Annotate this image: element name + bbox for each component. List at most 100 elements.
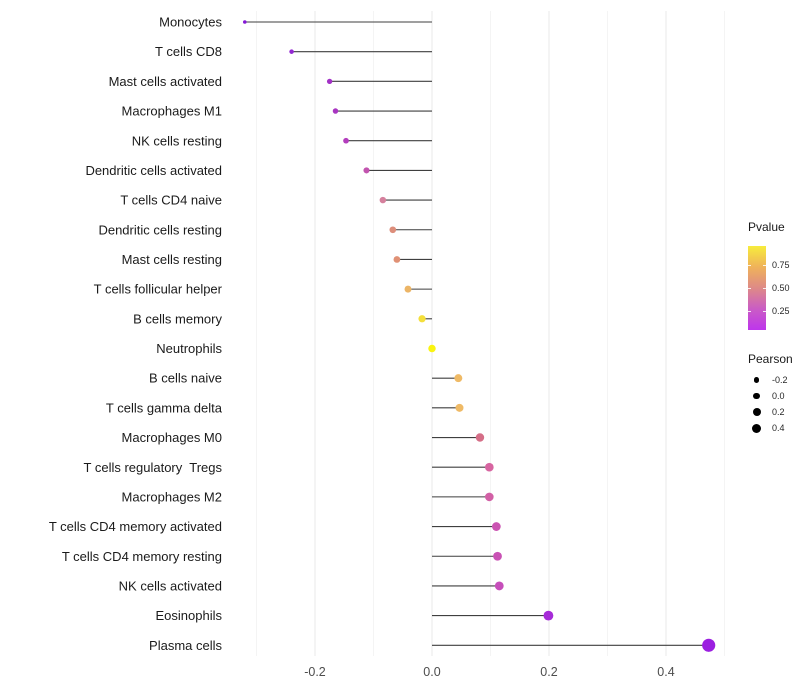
colorbar-tick-mark: [748, 311, 751, 312]
pvalue-tick-label: 0.25: [772, 306, 790, 316]
legend-dot-cell: [748, 372, 765, 388]
data-point: [428, 344, 436, 353]
data-point: [363, 167, 370, 174]
pearson-legend-entry: -0.2: [748, 372, 793, 388]
data-point: [393, 256, 401, 263]
colorbar-tick-mark: [748, 265, 751, 266]
category-label: T cells CD4 memory resting: [62, 549, 222, 564]
data-point: [543, 610, 554, 621]
colorbar-tick-mark: [763, 265, 766, 266]
legend-size-dot: [753, 377, 760, 383]
data-point: [379, 196, 387, 204]
chart-row: Neutrophils: [156, 341, 436, 356]
chart-row: Plasma cells: [149, 638, 716, 653]
pearson-legend-entry: 0.2: [748, 404, 793, 420]
category-label: Monocytes: [159, 15, 222, 30]
legend-size-dot: [752, 408, 761, 416]
category-label: Dendritic cells activated: [85, 163, 222, 178]
data-point: [491, 522, 501, 531]
data-point: [326, 78, 333, 85]
chart-row: Macrophages M0: [122, 430, 485, 445]
pvalue-tick-label: 0.75: [772, 260, 790, 270]
data-point: [485, 492, 494, 502]
category-label: T cells CD8: [155, 44, 222, 59]
pearson-legend-entry: 0.4: [748, 420, 793, 436]
category-label: T cells CD4 memory activated: [49, 519, 222, 534]
category-label: Mast cells resting: [122, 252, 222, 267]
legend-dot-cell: [748, 404, 765, 420]
pvalue-color-legend: Pvalue 0.75 0.50 0.25: [748, 220, 790, 330]
legend-size-dot: [752, 423, 761, 433]
data-point: [243, 20, 247, 24]
category-label: Macrophages M2: [122, 489, 222, 504]
pvalue-tick-label: 0.50: [772, 283, 790, 293]
pearson-legend-title: Pearson: [748, 352, 793, 366]
pearson-legend-entry: 0.0: [748, 388, 793, 404]
category-label: Dendritic cells resting: [98, 222, 222, 237]
chart-row: T cells regulatory Tregs: [84, 460, 494, 475]
chart-row: T cells CD8: [155, 44, 432, 59]
x-tick-label: 0.2: [540, 665, 557, 679]
legend-size-label: -0.2: [772, 375, 788, 385]
legend-size-dot: [753, 392, 760, 400]
category-label: NK cells activated: [119, 578, 222, 593]
chart-row: B cells naive: [149, 371, 463, 386]
data-point: [455, 403, 464, 412]
category-label: T cells regulatory Tregs: [84, 460, 223, 475]
legend-size-label: 0.2: [772, 407, 785, 417]
chart-row: NK cells activated: [119, 578, 504, 593]
data-point: [289, 49, 294, 54]
x-tick-label: 0.4: [657, 665, 674, 679]
chart-row: T cells follicular helper: [94, 282, 432, 297]
data-point: [332, 108, 339, 114]
pearson-legend-entries: -0.2 0.0 0.2 0.4: [748, 372, 793, 436]
chart-row: NK cells resting: [132, 133, 432, 148]
x-tick-label: -0.2: [304, 665, 326, 679]
data-point: [418, 315, 426, 323]
category-label: T cells follicular helper: [94, 282, 223, 297]
category-label: T cells gamma delta: [106, 400, 223, 415]
data-point: [485, 462, 494, 472]
category-label: B cells memory: [133, 311, 222, 326]
pvalue-legend-title: Pvalue: [748, 220, 785, 234]
data-point: [475, 433, 485, 442]
chart-row: Mast cells resting: [122, 252, 432, 267]
data-point: [343, 137, 349, 144]
category-label: Neutrophils: [156, 341, 222, 356]
data-point: [494, 581, 504, 591]
legend-size-label: 0.4: [772, 423, 785, 433]
colorbar-tick-mark: [763, 311, 766, 312]
data-point: [404, 285, 412, 293]
category-label: NK cells resting: [132, 133, 222, 148]
chart-row: Mast cells activated: [109, 74, 432, 89]
data-point: [389, 226, 397, 234]
pearson-size-legend: Pearson -0.2 0.0 0.2 0.4: [748, 352, 793, 436]
legend-dot-cell: [748, 388, 765, 404]
data-point: [702, 638, 716, 652]
data-point: [493, 551, 502, 561]
chart-row: Macrophages M1: [122, 104, 432, 119]
chart-row: Eosinophils: [156, 608, 554, 623]
chart-row: T cells CD4 memory resting: [62, 549, 502, 564]
category-label: Macrophages M1: [122, 104, 222, 119]
category-label: B cells naive: [149, 371, 222, 386]
colorbar-tick-mark: [748, 288, 751, 289]
chart-row: Dendritic cells activated: [85, 163, 432, 178]
chart-row: T cells CD4 naive: [120, 193, 432, 208]
chart-row: T cells gamma delta: [106, 400, 464, 415]
pvalue-gradient: [748, 246, 766, 330]
chart-row: T cells CD4 memory activated: [49, 519, 501, 534]
category-label: Eosinophils: [156, 608, 223, 623]
chart-row: B cells memory: [133, 311, 432, 326]
chart-row: Monocytes: [159, 15, 432, 30]
pvalue-colorbar: 0.75 0.50 0.25: [748, 246, 790, 330]
category-label: T cells CD4 naive: [120, 193, 222, 208]
category-label: Macrophages M0: [122, 430, 222, 445]
chart-row: Macrophages M2: [122, 489, 494, 504]
legend-size-label: 0.0: [772, 391, 785, 401]
colorbar-tick-mark: [763, 288, 766, 289]
chart-row: Dendritic cells resting: [98, 222, 432, 237]
category-label: Mast cells activated: [109, 74, 222, 89]
